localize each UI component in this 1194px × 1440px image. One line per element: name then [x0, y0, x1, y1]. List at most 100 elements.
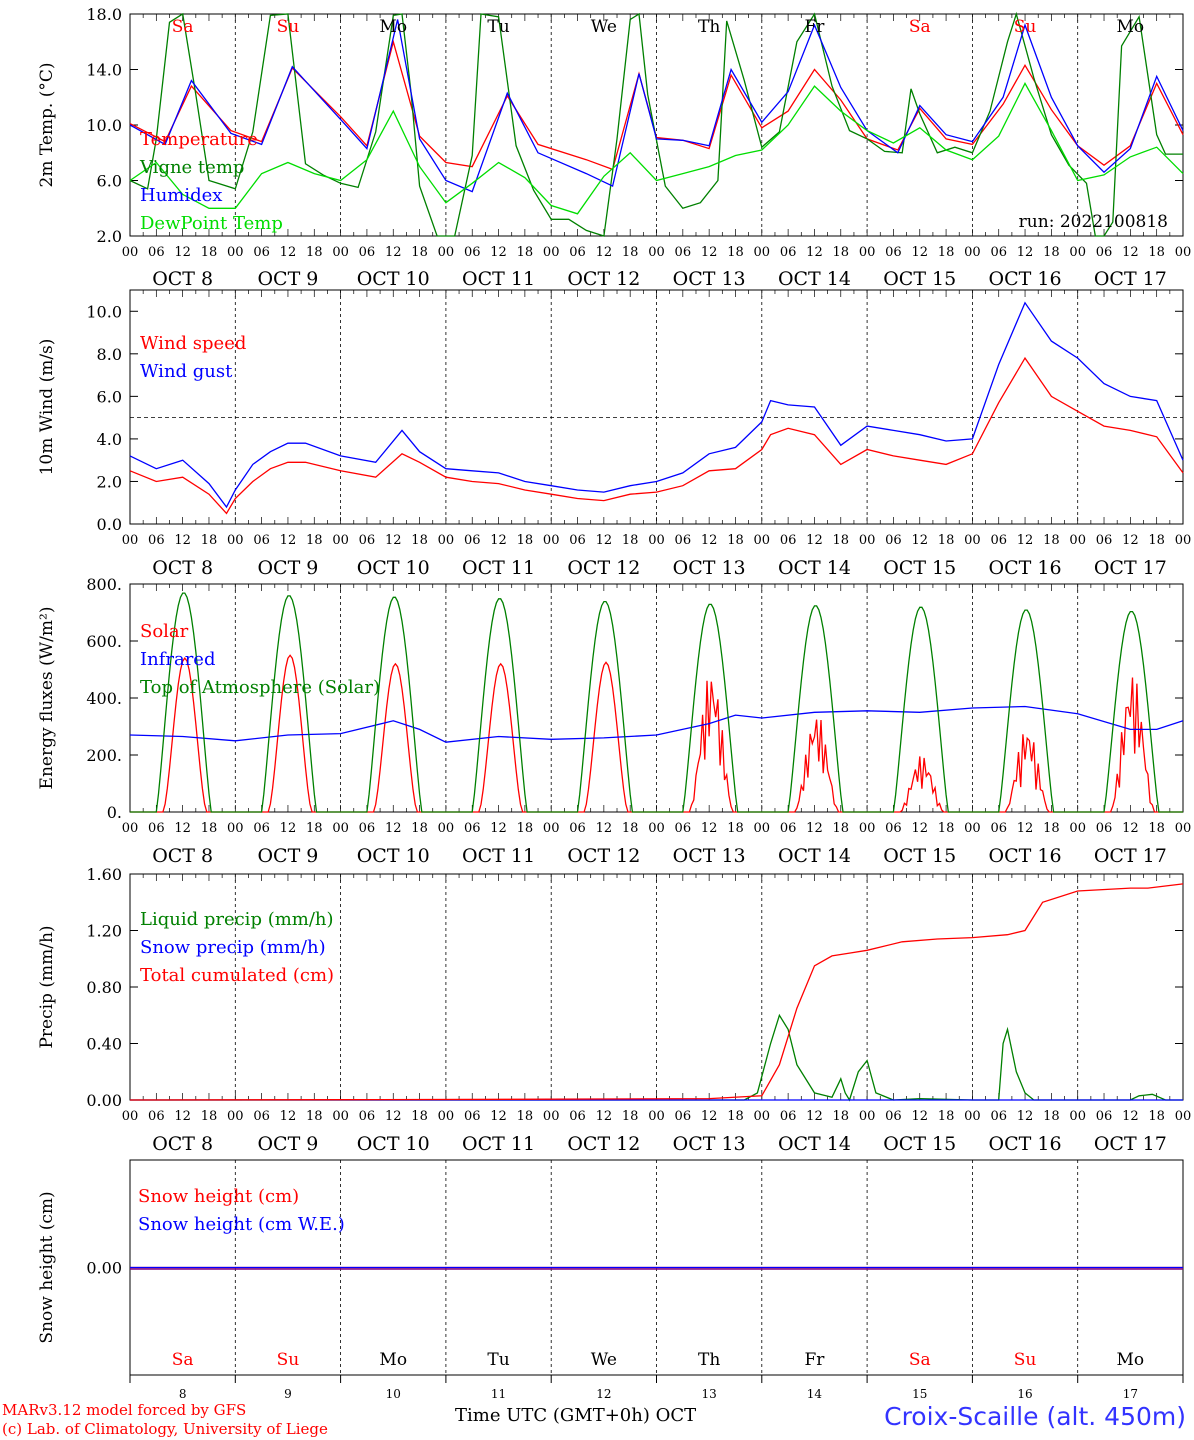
- y-tick-label: 4.0: [97, 430, 122, 449]
- hour-tick-label: 18: [1043, 821, 1060, 836]
- weekday-label: Su: [277, 17, 300, 37]
- hour-tick-label: 12: [490, 533, 507, 548]
- hour-tick-label: 18: [1148, 1109, 1165, 1124]
- date-label: OCT 8: [152, 845, 213, 867]
- date-label: OCT 13: [673, 845, 746, 867]
- date-label: OCT 8: [152, 268, 213, 290]
- bottom-axis-label: Time UTC (GMT+0h) OCT: [455, 1405, 696, 1426]
- hour-tick-label: 00: [438, 821, 455, 836]
- legend-entry: Temperature: [140, 129, 258, 150]
- hour-tick-label: 12: [174, 821, 191, 836]
- hour-tick-label: 00: [332, 821, 349, 836]
- weekday-label: Mo: [379, 17, 407, 37]
- date-label: OCT 17: [1094, 557, 1167, 579]
- legend-entry: Infrared: [140, 649, 215, 670]
- weekday-label: Su: [1014, 1350, 1037, 1370]
- hour-tick-label: 06: [253, 245, 270, 260]
- hour-tick-label: 06: [253, 821, 270, 836]
- date-label: OCT 14: [778, 845, 851, 867]
- hour-tick-label: 00: [438, 245, 455, 260]
- y-tick-label: 600.: [86, 632, 122, 651]
- hour-tick-label: 06: [148, 821, 165, 836]
- y-tick-label: 1.60: [86, 865, 122, 884]
- hour-tick-label: 18: [1043, 1109, 1060, 1124]
- date-label: OCT 12: [567, 268, 640, 290]
- hour-tick-label: 18: [306, 1109, 323, 1124]
- y-tick-label: 14.0: [86, 61, 122, 80]
- hour-tick-label: 06: [990, 245, 1007, 260]
- hour-tick-label: 00: [1175, 245, 1192, 260]
- y-tick-label: 18.0: [86, 5, 122, 24]
- hour-tick-label: 06: [359, 533, 376, 548]
- date-label: OCT 13: [673, 1133, 746, 1155]
- weekday-label: Tu: [487, 17, 509, 37]
- hour-tick-label: 00: [859, 245, 876, 260]
- hour-tick-label: 12: [806, 533, 823, 548]
- date-label: OCT 9: [257, 557, 318, 579]
- hour-tick-label: 18: [517, 821, 534, 836]
- hour-tick-label: 12: [596, 1109, 613, 1124]
- hour-tick-label: 00: [1175, 1109, 1192, 1124]
- hour-tick-label: 00: [122, 821, 139, 836]
- hour-tick-label: 06: [359, 1109, 376, 1124]
- hour-tick-label: 06: [780, 245, 797, 260]
- hour-tick-label: 00: [227, 821, 244, 836]
- date-label: OCT 16: [989, 268, 1062, 290]
- hour-tick-label: 06: [464, 533, 481, 548]
- time-axis-label: Time UTC (GMT+0h): [455, 1405, 650, 1426]
- hour-tick-label: 00: [648, 245, 665, 260]
- hour-tick-label: 00: [543, 1109, 560, 1124]
- hour-tick-label: 06: [780, 821, 797, 836]
- date-label: OCT 11: [462, 557, 535, 579]
- series-0-3: [129, 82, 1184, 215]
- hour-tick-label: 06: [569, 821, 586, 836]
- hour-tick-label: 12: [701, 533, 718, 548]
- date-label: OCT 10: [357, 268, 430, 290]
- legend-entry: Snow height (cm): [138, 1186, 299, 1207]
- month-label: OCT: [655, 1405, 697, 1426]
- hour-tick-label: 18: [517, 1109, 534, 1124]
- date-label: OCT 10: [357, 845, 430, 867]
- hour-tick-label: 12: [806, 1109, 823, 1124]
- hour-tick-label: 12: [806, 821, 823, 836]
- hour-tick-label: 00: [1175, 821, 1192, 836]
- hour-tick-label: 12: [280, 821, 297, 836]
- date-label: OCT 15: [883, 1133, 956, 1155]
- date-label: OCT 17: [1094, 845, 1167, 867]
- hour-tick-label: 06: [885, 821, 902, 836]
- hour-tick-label: 06: [464, 821, 481, 836]
- weekday-label: Th: [698, 1350, 720, 1370]
- hour-tick-label: 00: [1175, 533, 1192, 548]
- hour-tick-label: 00: [543, 821, 560, 836]
- y-axis-label: 2m Temp. (°C): [37, 62, 57, 187]
- hour-tick-label: 06: [148, 245, 165, 260]
- series-0-0: [129, 39, 1184, 171]
- day-number-label: 10: [386, 1387, 401, 1401]
- hour-tick-label: 06: [569, 1109, 586, 1124]
- series-1-0: [129, 356, 1184, 515]
- day-number-label: 13: [702, 1387, 717, 1401]
- hour-tick-label: 00: [964, 245, 981, 260]
- hour-tick-label: 00: [1069, 821, 1086, 836]
- legend-entry: DewPoint Temp: [140, 213, 283, 234]
- y-tick-label: 0.00: [86, 1091, 122, 1110]
- hour-tick-label: 18: [1148, 533, 1165, 548]
- y-axis-label: Energy fluxes (W/m²): [37, 607, 57, 790]
- series-0-2: [129, 19, 1184, 193]
- legend-entry: Vigne temp: [139, 157, 244, 178]
- legend-entry: Liquid precip (mm/h): [140, 909, 334, 930]
- hour-tick-label: 18: [727, 821, 744, 836]
- legend-entry: Wind speed: [140, 333, 246, 354]
- legend-entry: Solar: [140, 621, 189, 642]
- hour-tick-label: 18: [622, 821, 639, 836]
- hour-tick-label: 12: [701, 245, 718, 260]
- hour-tick-label: 12: [1017, 1109, 1034, 1124]
- date-label: OCT 17: [1094, 268, 1167, 290]
- hour-tick-label: 00: [332, 533, 349, 548]
- hour-tick-label: 12: [490, 245, 507, 260]
- hour-tick-label: 18: [201, 821, 218, 836]
- date-label: OCT 10: [357, 1133, 430, 1155]
- hour-tick-label: 18: [201, 533, 218, 548]
- legend-entry: Humidex: [140, 185, 222, 206]
